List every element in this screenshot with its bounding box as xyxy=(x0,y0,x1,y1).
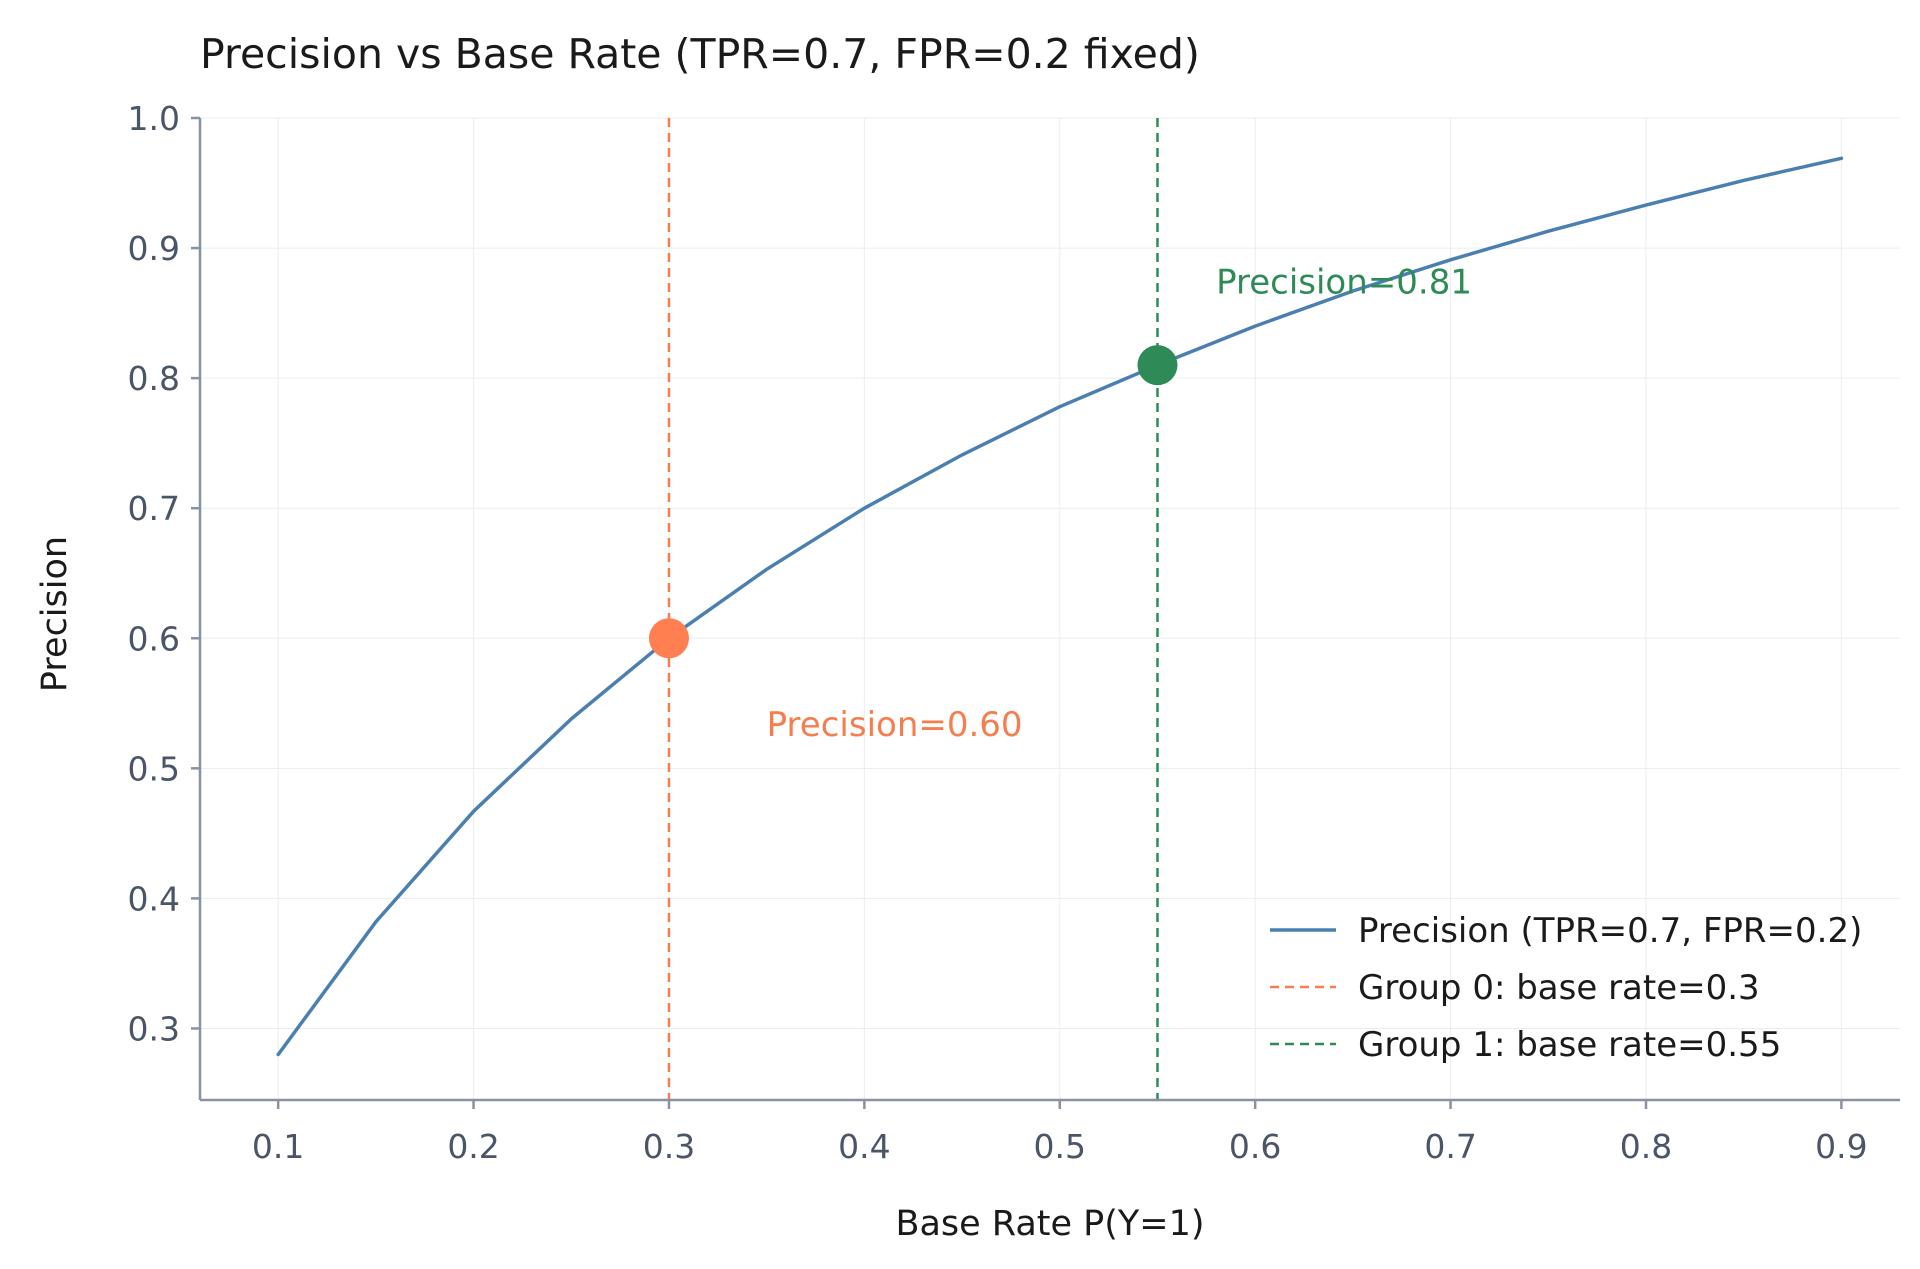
x-tick-label: 0.2 xyxy=(447,1127,499,1166)
x-tick-label: 0.8 xyxy=(1620,1127,1672,1166)
axes xyxy=(198,118,1900,1102)
y-tick-label: 1.0 xyxy=(128,99,180,138)
marker-point-1 xyxy=(1137,345,1178,386)
x-axis-label: Base Rate P(Y=1) xyxy=(895,1204,1204,1244)
y-tick-label: 0.5 xyxy=(128,749,180,788)
annotation-1: Precision=0.81 xyxy=(1216,263,1472,303)
x-tick-label: 0.7 xyxy=(1424,1127,1476,1166)
series-line-0 xyxy=(276,156,1844,1057)
reference-lines xyxy=(667,118,1159,1100)
x-tick-label: 0.9 xyxy=(1815,1127,1867,1166)
x-tick-label: 0.1 xyxy=(252,1127,304,1166)
legend-label-2: Group 1: base rate=0.55 xyxy=(1358,1025,1781,1065)
markers-group xyxy=(648,345,1178,659)
y-tick-label: 0.7 xyxy=(128,489,180,528)
ticks: 0.1 0.2 0.3 0.4 0.5 0.6 0.7 0.8 0.9 0.3 0.4 0.5 0.6 0… xyxy=(128,99,1868,1166)
x-tick-label: 0.4 xyxy=(838,1127,890,1166)
series-group xyxy=(276,156,1844,1057)
grid xyxy=(200,117,1900,1100)
marker-point-0 xyxy=(648,618,689,659)
annotations-group: Precision=0.60 Precision=0.81 xyxy=(767,263,1472,745)
x-tick-label: 0.5 xyxy=(1034,1127,1086,1166)
chart-title: Precision vs Base Rate (TPR=0.7, FPR=0.2… xyxy=(200,30,1200,78)
y-tick-label: 0.6 xyxy=(128,619,180,658)
y-tick-label: 0.3 xyxy=(128,1009,180,1048)
legend-label-1: Group 0: base rate=0.3 xyxy=(1358,968,1760,1008)
y-tick-label: 0.8 xyxy=(128,359,180,398)
y-tick-label: 0.9 xyxy=(128,229,180,268)
legend-label-0: Precision (TPR=0.7, FPR=0.2) xyxy=(1358,911,1862,951)
y-tick-label: 0.4 xyxy=(128,879,180,918)
x-tick-label: 0.6 xyxy=(1229,1127,1281,1166)
annotation-0: Precision=0.60 xyxy=(767,705,1023,745)
y-axis-label: Precision xyxy=(35,536,75,692)
legend: Precision (TPR=0.7, FPR=0.2) Group 0: bas… xyxy=(1270,911,1862,1065)
x-tick-label: 0.3 xyxy=(643,1127,695,1166)
